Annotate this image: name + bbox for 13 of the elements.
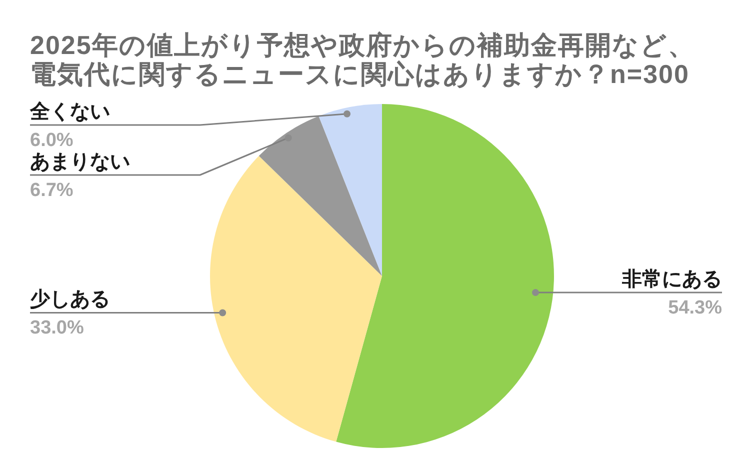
chart-title: 2025年の値上がり予想や政府からの補助金再開など、電気代に関するニュースに関心はありますか？n=300 xyxy=(30,30,696,89)
data-label: 6.7% xyxy=(30,180,74,201)
slice-label: あまりない xyxy=(30,151,130,173)
data-label: 6.0% xyxy=(30,130,74,151)
pie-slice xyxy=(318,104,382,276)
data-label: 33.0% xyxy=(30,318,84,339)
pie-slice xyxy=(258,116,382,276)
slice-label: 少しある xyxy=(30,288,110,311)
slice-label: 全くない xyxy=(29,101,110,123)
pie-slice xyxy=(336,104,554,448)
data-label: 54.3% xyxy=(668,298,722,319)
slice-label: 非常にある xyxy=(621,268,722,291)
pie-slice xyxy=(210,156,382,442)
